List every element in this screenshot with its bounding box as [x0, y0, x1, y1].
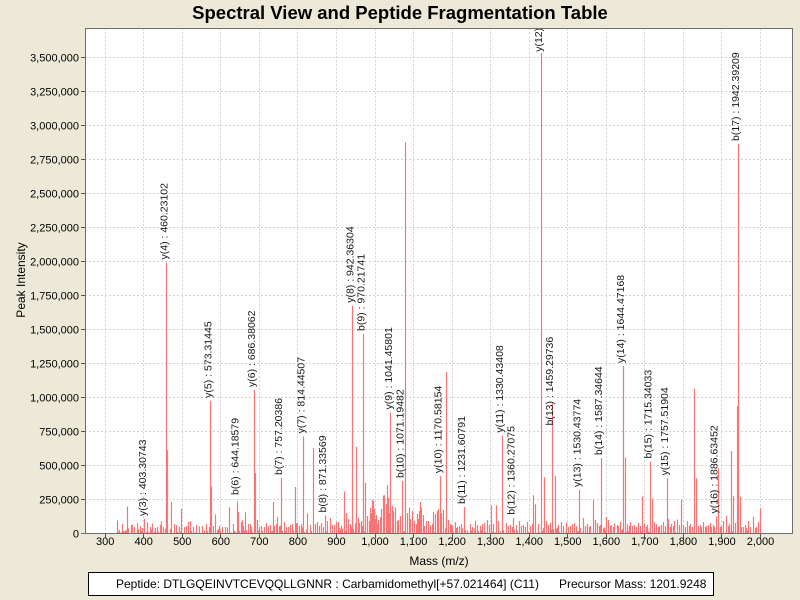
- svg-text:900: 900: [327, 536, 345, 548]
- svg-text:1,100: 1,100: [400, 536, 428, 548]
- svg-text:1,800: 1,800: [670, 536, 698, 548]
- svg-text:1,250,000: 1,250,000: [30, 359, 79, 371]
- svg-text:b(11) : 1231.60791: b(11) : 1231.60791: [456, 416, 468, 504]
- svg-text:0: 0: [73, 529, 79, 541]
- svg-text:1,500,000: 1,500,000: [30, 325, 79, 337]
- svg-text:600: 600: [212, 536, 230, 548]
- svg-text:1,200: 1,200: [438, 536, 466, 548]
- svg-text:1,300: 1,300: [477, 536, 505, 548]
- svg-text:1,750,000: 1,750,000: [30, 291, 79, 303]
- svg-text:3,500,000: 3,500,000: [30, 53, 79, 65]
- svg-text:2,000,000: 2,000,000: [30, 257, 79, 269]
- svg-text:b(6) : 644.18579: b(6) : 644.18579: [230, 418, 242, 495]
- svg-text:y(9) : 1041.45801: y(9) : 1041.45801: [383, 327, 395, 409]
- svg-text:b(13) : 1459.29736: b(13) : 1459.29736: [544, 337, 556, 426]
- svg-text:800: 800: [289, 536, 307, 548]
- svg-text:b(7) : 757.20386: b(7) : 757.20386: [273, 398, 285, 475]
- svg-text:1,900: 1,900: [708, 536, 736, 548]
- svg-text:y(5) : 573.31445: y(5) : 573.31445: [202, 321, 214, 398]
- svg-text:2,750,000: 2,750,000: [30, 155, 79, 167]
- svg-text:y(11) : 1330.43408: y(11) : 1330.43408: [494, 345, 506, 433]
- svg-text:3,000,000: 3,000,000: [30, 121, 79, 133]
- svg-text:1,000: 1,000: [361, 536, 389, 548]
- svg-text:y(16) : 1886.63452: y(16) : 1886.63452: [709, 425, 721, 513]
- svg-text:b(12) : 1360.27075: b(12) : 1360.27075: [506, 426, 518, 515]
- svg-text:1,000,000: 1,000,000: [30, 393, 79, 405]
- svg-text:b(8) : 871.33569: b(8) : 871.33569: [317, 435, 329, 512]
- svg-text:250,000: 250,000: [39, 495, 79, 507]
- svg-text:b(10) : 1071.19482: b(10) : 1071.19482: [394, 389, 406, 478]
- svg-text:1,700: 1,700: [631, 536, 659, 548]
- svg-text:y(8) : 942.36304: y(8) : 942.36304: [345, 226, 357, 303]
- svg-text:700: 700: [250, 536, 268, 548]
- svg-text:b(15) : 1715.34033: b(15) : 1715.34033: [643, 370, 655, 459]
- svg-text:500,000: 500,000: [39, 461, 79, 473]
- svg-text:Peak Intensity: Peak Intensity: [14, 242, 28, 317]
- svg-text:2,250,000: 2,250,000: [30, 223, 79, 235]
- svg-text:750,000: 750,000: [39, 427, 79, 439]
- svg-text:y(15) : 1757.51904: y(15) : 1757.51904: [659, 387, 671, 475]
- svg-text:1,400: 1,400: [515, 536, 543, 548]
- svg-text:2,000: 2,000: [747, 536, 775, 548]
- svg-text:y(14) : 1644.47168: y(14) : 1644.47168: [615, 275, 627, 363]
- svg-text:Mass (m/z): Mass (m/z): [409, 554, 468, 568]
- svg-text:500: 500: [173, 536, 191, 548]
- svg-text:y(10) : 1170.58154: y(10) : 1170.58154: [433, 386, 445, 474]
- svg-text:y(4) : 460.23102: y(4) : 460.23102: [159, 183, 171, 260]
- svg-text:y(6) : 686.38062: y(6) : 686.38062: [246, 310, 258, 387]
- svg-text:y(7) : 814.44507: y(7) : 814.44507: [295, 357, 307, 434]
- svg-text:y(12) : 1430.69226: y(12) : 1430.69226: [533, 0, 545, 52]
- svg-text:y(3) : 403.30743: y(3) : 403.30743: [137, 439, 149, 516]
- svg-text:b(17) : 1942.39209: b(17) : 1942.39209: [730, 52, 742, 141]
- svg-text:b(14) : 1587.34644: b(14) : 1587.34644: [593, 366, 605, 455]
- svg-text:b(9) : 970.21741: b(9) : 970.21741: [355, 254, 367, 331]
- svg-text:2,500,000: 2,500,000: [30, 189, 79, 201]
- svg-text:300: 300: [96, 536, 114, 548]
- svg-text:400: 400: [135, 536, 153, 548]
- svg-text:y(13) : 1530.43774: y(13) : 1530.43774: [571, 399, 583, 487]
- svg-text:3,250,000: 3,250,000: [30, 87, 79, 99]
- svg-text:1,600: 1,600: [593, 536, 621, 548]
- svg-text:1,500: 1,500: [554, 536, 582, 548]
